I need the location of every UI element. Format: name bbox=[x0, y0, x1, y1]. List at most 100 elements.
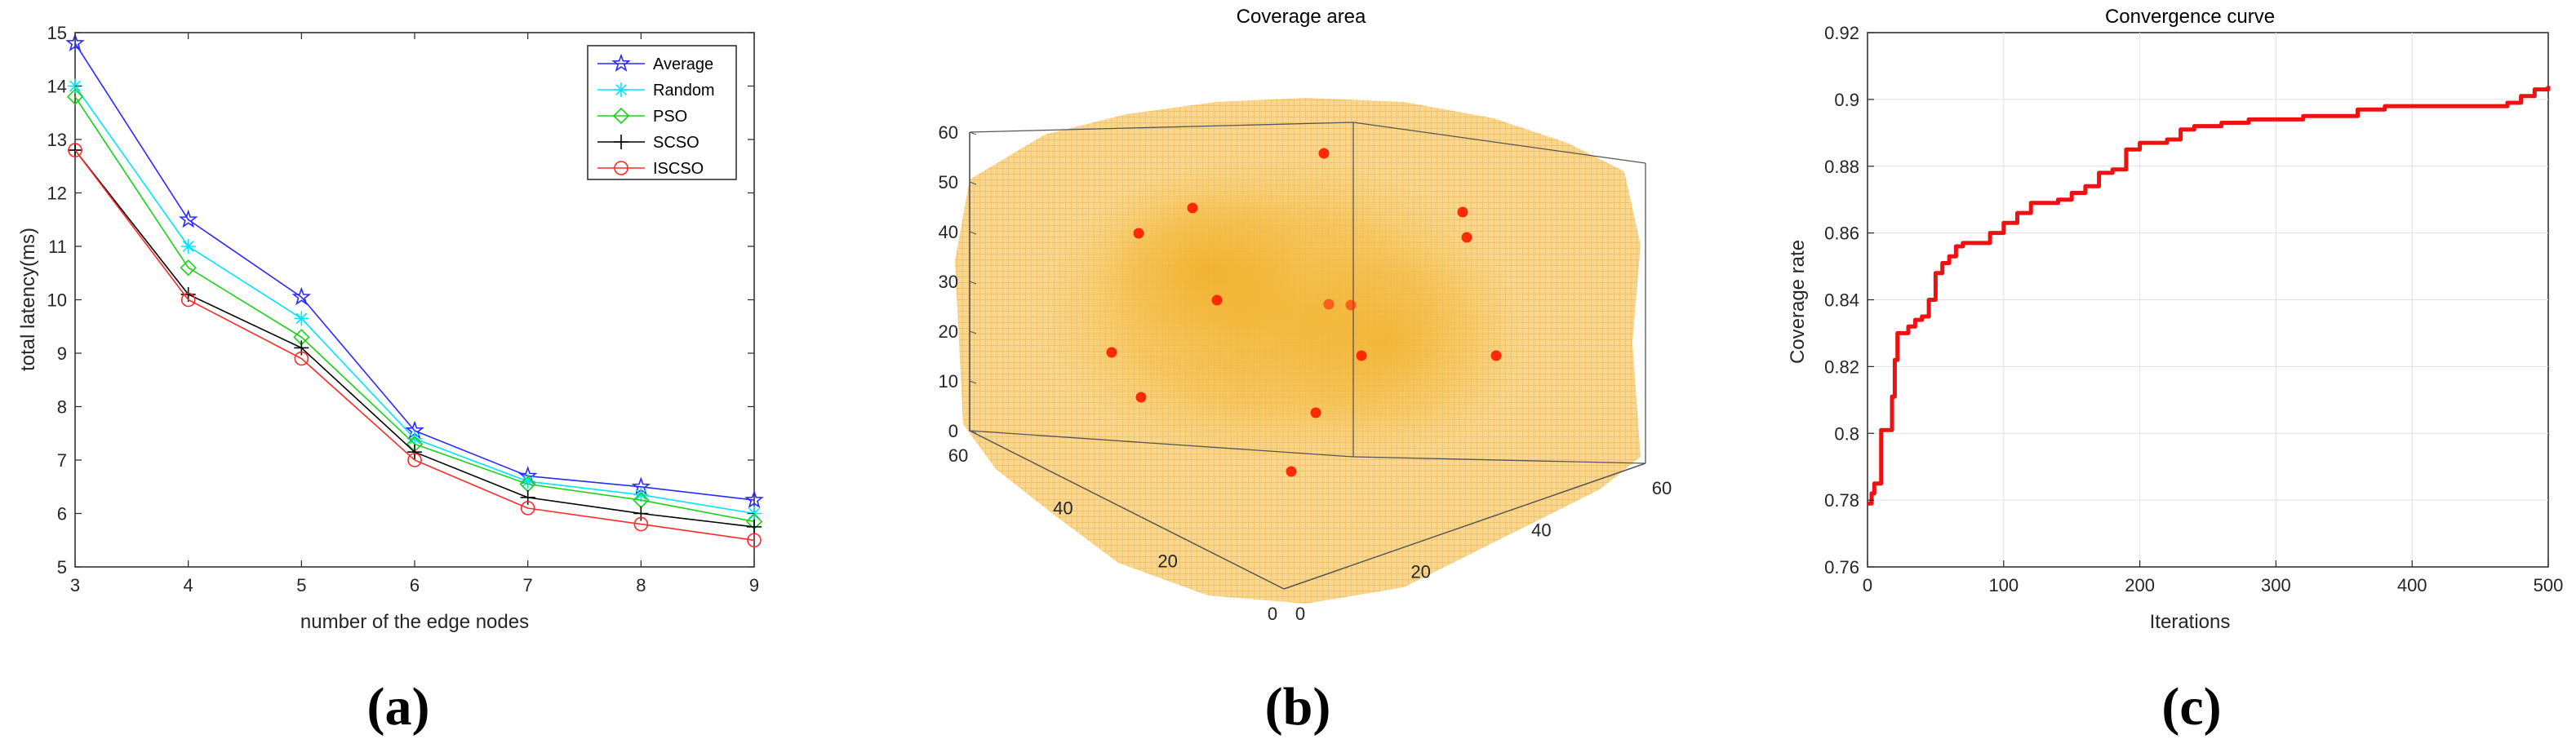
data-point-scso bbox=[407, 445, 422, 460]
y-tick-label: 10 bbox=[47, 290, 67, 311]
panel-a-ticks: 3 4 5 6 7 8 9 5 6 7 8 9 10 11 12 13 14 15 bbox=[47, 23, 760, 595]
panel-c-ylabel: Coverage rate bbox=[1787, 240, 1809, 364]
z-tick-label: 50 bbox=[939, 172, 958, 193]
y-tick-label: 0.88 bbox=[1824, 157, 1859, 177]
x-tick-label: 5 bbox=[296, 575, 306, 595]
coverage-point bbox=[1345, 299, 1357, 311]
data-point-iscso bbox=[747, 533, 762, 548]
coverage-point bbox=[1356, 350, 1367, 361]
x-tick-label: 0 bbox=[1863, 575, 1872, 595]
x-tick-label: 6 bbox=[410, 575, 420, 595]
z-tick-mark bbox=[969, 231, 977, 235]
z-tick-mark bbox=[969, 281, 977, 285]
x-tick-label: 7 bbox=[523, 575, 533, 595]
z-tick-mark bbox=[969, 131, 977, 135]
y-tick-label: 9 bbox=[57, 343, 67, 364]
z-tick-mark bbox=[969, 430, 977, 434]
coverage-point bbox=[1106, 347, 1117, 358]
asterisk-stroke bbox=[635, 489, 647, 501]
panel-c-title: Convergence curve bbox=[2105, 6, 2275, 28]
x-tick-label: 0 bbox=[1295, 604, 1305, 624]
series-line-pso bbox=[74, 96, 755, 523]
y-tick-label: 0.86 bbox=[1824, 224, 1859, 244]
legend-marker-scso bbox=[614, 135, 628, 149]
legend-box bbox=[587, 45, 737, 180]
caption-c: (c) bbox=[2161, 677, 2221, 737]
coverage-point bbox=[1286, 466, 1297, 477]
asterisk-stroke bbox=[522, 476, 534, 488]
y-tick-label: 0.78 bbox=[1824, 490, 1859, 511]
data-point-random bbox=[294, 311, 309, 326]
coverage-point bbox=[1211, 294, 1223, 306]
asterisk-stroke bbox=[409, 432, 420, 445]
y-tick-label: 6 bbox=[57, 504, 67, 524]
coverage-point bbox=[1461, 232, 1472, 243]
asterisk-stroke bbox=[615, 84, 627, 95]
y-tick-label: 11 bbox=[48, 237, 67, 257]
coverage-point bbox=[1310, 407, 1321, 418]
panel-b: 0 10 20 30 40 50 60 0 20 40 60 0 20 40 60 Coverage are… bbox=[939, 6, 1672, 624]
y-tick-label: 5 bbox=[57, 557, 67, 578]
x-tick-label: 500 bbox=[2534, 575, 2564, 595]
y-tick-label: 0.84 bbox=[1824, 290, 1859, 311]
legend-marker-pso bbox=[612, 107, 630, 125]
legend-marker-average bbox=[611, 53, 631, 73]
y-tick-label: 0.9 bbox=[1834, 90, 1859, 110]
data-point-average bbox=[65, 33, 85, 52]
data-point-scso bbox=[747, 519, 762, 534]
z-tick-label: 0 bbox=[948, 421, 958, 441]
panel-c-series bbox=[1868, 86, 2551, 506]
y-tick-label: 0 bbox=[1268, 604, 1277, 624]
y-tick-label: 7 bbox=[57, 450, 67, 471]
y-tick-label: 14 bbox=[47, 77, 67, 97]
legend-label-iscso: ISCSO bbox=[653, 160, 704, 178]
panel-c-axes bbox=[1867, 32, 2549, 568]
data-point-scso bbox=[294, 340, 309, 356]
data-point-average bbox=[744, 489, 764, 509]
z-tick-mark bbox=[969, 181, 977, 185]
x-tick-label: 40 bbox=[1531, 520, 1551, 540]
box-edge bbox=[969, 122, 1354, 133]
data-point-iscso bbox=[294, 351, 309, 366]
z-tick-mark bbox=[969, 380, 977, 384]
z-tick-label: 30 bbox=[939, 272, 958, 292]
coverage-volume bbox=[955, 98, 1641, 604]
box-edge bbox=[969, 430, 1354, 458]
legend-marker-iscso bbox=[614, 161, 628, 175]
y-tick-label: 60 bbox=[948, 445, 968, 466]
panel-b-ticks: 0 10 20 30 40 50 60 0 20 40 60 0 20 40 60 bbox=[939, 122, 1672, 624]
y-axis bbox=[969, 430, 1285, 590]
z-tick-label: 60 bbox=[939, 122, 958, 143]
x-tick-label: 8 bbox=[636, 575, 646, 595]
data-point-random bbox=[633, 487, 649, 502]
data-point-pso bbox=[66, 88, 84, 105]
data-point-iscso bbox=[180, 292, 196, 308]
series-line-iscso bbox=[74, 149, 755, 542]
x-tick-label: 3 bbox=[70, 575, 80, 595]
z-tick-label: 10 bbox=[939, 371, 958, 392]
x-axis bbox=[1283, 463, 1646, 590]
data-point-average bbox=[178, 209, 198, 228]
y-tick-label: 20 bbox=[1157, 551, 1177, 571]
y-tick-label: 0.8 bbox=[1834, 423, 1859, 444]
coverage-point bbox=[1135, 392, 1147, 403]
panel-c-ticks: 0 100 200 300 400 500 0.76 0.78 0.8 0.82 0.84 0.86 0… bbox=[1824, 23, 2563, 595]
y-tick-label: 0.92 bbox=[1824, 23, 1859, 43]
panel-a-legend: Average Random PSO SCSO ISCSO bbox=[587, 45, 737, 180]
legend-label-average: Average bbox=[653, 55, 713, 73]
x-tick-label: 20 bbox=[1410, 562, 1430, 582]
data-point-iscso bbox=[68, 143, 82, 157]
legend-marker-random bbox=[614, 82, 628, 97]
panel-c-xlabel: Iterations bbox=[2150, 611, 2231, 633]
data-point-scso bbox=[520, 489, 535, 505]
panel-a-xlabel: number of the edge nodes bbox=[300, 611, 529, 633]
y-tick-label: 40 bbox=[1053, 498, 1073, 519]
series-iscso bbox=[68, 143, 762, 548]
data-point-iscso bbox=[633, 516, 649, 532]
coverage-point bbox=[1323, 299, 1335, 310]
data-point-iscso bbox=[407, 453, 422, 467]
box-edge bbox=[1352, 456, 1646, 464]
x-tick-label: 300 bbox=[2261, 575, 2291, 595]
asterisk-stroke bbox=[182, 241, 194, 252]
